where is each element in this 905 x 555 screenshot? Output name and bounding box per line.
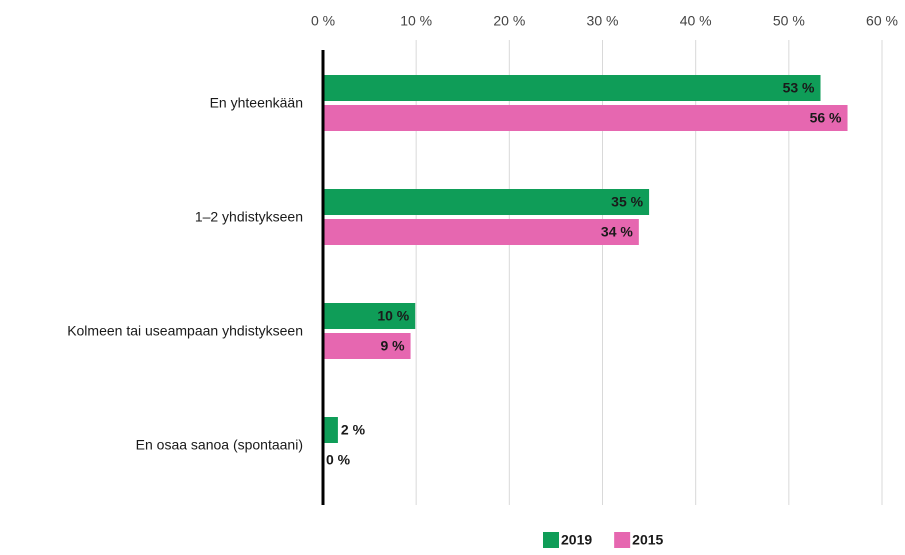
data-label: 10 % (377, 308, 409, 324)
y-tick-label: En yhteenkään (210, 95, 303, 111)
x-tick-label: 50 % (773, 13, 805, 29)
data-label: 0 % (326, 452, 351, 468)
y-tick-label: En osaa sanoa (spontaani) (136, 437, 303, 453)
x-tick-label: 10 % (400, 13, 432, 29)
bar (323, 303, 416, 329)
data-label: 56 % (810, 110, 842, 126)
bar (323, 333, 411, 359)
legend-swatch (543, 532, 559, 548)
bar (323, 417, 338, 443)
data-label: 34 % (601, 224, 633, 240)
data-label: 9 % (380, 338, 405, 354)
x-tick-label: 40 % (680, 13, 712, 29)
x-tick-label: 20 % (493, 13, 525, 29)
y-tick-label: Kolmeen tai useampaan yhdistykseen (67, 323, 303, 339)
x-tick-label: 0 % (311, 13, 335, 29)
data-label: 53 % (783, 80, 815, 96)
bar (323, 219, 639, 245)
x-tick-label: 30 % (587, 13, 619, 29)
legend-swatch (614, 532, 631, 548)
bar (323, 105, 848, 131)
bar (323, 189, 650, 215)
legend-label: 2019 (561, 532, 592, 548)
data-label: 35 % (611, 194, 643, 210)
data-label: 2 % (341, 422, 366, 438)
x-tick-label: 60 % (866, 13, 898, 29)
bar (323, 75, 821, 101)
legend-label: 2015 (632, 532, 663, 548)
y-tick-label: 1–2 yhdistykseen (195, 209, 303, 225)
